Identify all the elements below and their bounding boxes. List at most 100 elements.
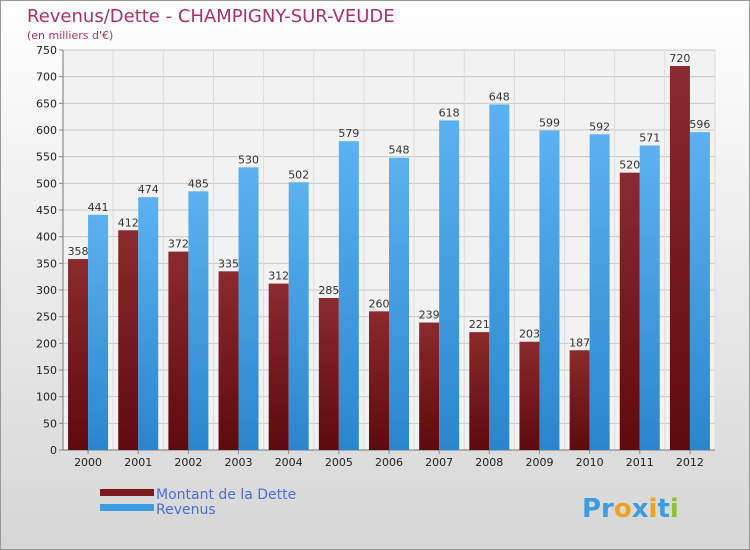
- bar-revenus: [338, 141, 359, 450]
- bar-revenus: [489, 104, 510, 451]
- data-label-revenus: 485: [188, 177, 209, 190]
- data-label-dette: 260: [369, 297, 390, 310]
- data-label-revenus: 571: [639, 131, 660, 144]
- data-label-revenus: 474: [138, 183, 159, 196]
- y-tick-label: 750: [36, 44, 57, 57]
- legend-swatch-revenus: [100, 504, 154, 511]
- bar-dette: [168, 251, 189, 450]
- logo-letter: x: [632, 494, 649, 524]
- bar-revenus: [389, 157, 409, 450]
- logo-letter: Pr: [582, 494, 614, 524]
- y-tick-label: 450: [36, 204, 57, 217]
- y-tick-label: 0: [50, 444, 57, 457]
- bar-revenus: [138, 197, 159, 450]
- bar-revenus: [238, 167, 259, 451]
- bar-dette: [419, 322, 440, 450]
- data-label-dette: 358: [68, 245, 89, 258]
- logo-letter: i: [649, 494, 658, 524]
- data-label-revenus: 530: [238, 153, 259, 166]
- bars: [68, 66, 710, 451]
- data-labels: 358 441 412 474 372 485 335 530 312 502 285 579 260 5…: [68, 52, 711, 349]
- data-label-revenus: 599: [539, 117, 560, 130]
- y-tick-label: 300: [36, 284, 57, 297]
- x-tick-label: 2003: [225, 456, 253, 469]
- legend-label-dette: Montant de la Dette: [156, 487, 296, 503]
- data-label-revenus: 579: [338, 127, 359, 140]
- x-tick-label: 2000: [74, 456, 102, 469]
- data-label-dette: 720: [669, 52, 690, 65]
- bar-revenus: [439, 120, 460, 451]
- bar-revenus: [188, 191, 209, 451]
- bar-revenus: [539, 130, 560, 451]
- bar-dette: [469, 332, 490, 450]
- tick-labels: 0 50 100 150 200 250 300 350 400 450 500 550 600 650 7…: [36, 44, 704, 469]
- x-tick-label: 2004: [275, 456, 303, 469]
- logo-letter: t: [657, 494, 669, 524]
- bar-revenus: [639, 145, 660, 450]
- data-label-revenus: 618: [439, 106, 460, 119]
- logo-letter: i: [670, 494, 679, 524]
- x-tick-label: 2007: [425, 456, 453, 469]
- data-label-revenus: 502: [288, 168, 309, 181]
- data-label-dette: 285: [318, 284, 339, 297]
- data-label-revenus: 648: [489, 90, 510, 103]
- data-label-revenus: 592: [589, 120, 610, 133]
- data-label-dette: 372: [168, 238, 189, 251]
- y-tick-label: 650: [36, 97, 57, 110]
- bar-dette: [569, 350, 590, 450]
- legend-label-revenus: Revenus: [156, 502, 216, 518]
- bar-dette: [268, 283, 289, 450]
- bar-dette: [218, 271, 239, 450]
- y-tick-label: 600: [36, 124, 57, 137]
- x-tick-label: 2012: [676, 456, 704, 469]
- data-label-revenus: 596: [689, 118, 710, 131]
- proxiti-logo: Proxiti: [582, 494, 679, 524]
- bar-dette: [318, 298, 339, 450]
- x-tick-label: 2010: [576, 456, 604, 469]
- bar-revenus: [288, 182, 309, 450]
- y-tick-label: 500: [36, 177, 57, 190]
- data-label-dette: 203: [519, 328, 540, 341]
- bar-dette: [68, 259, 89, 450]
- y-tick-label: 150: [36, 364, 57, 377]
- data-label-dette: 221: [469, 318, 490, 331]
- data-label-revenus: 548: [389, 144, 410, 157]
- bar-revenus: [689, 132, 710, 450]
- x-tick-label: 2009: [525, 456, 553, 469]
- y-tick-label: 700: [36, 71, 57, 84]
- bar-dette: [669, 66, 690, 450]
- bar-revenus: [88, 214, 109, 450]
- data-label-dette: 335: [218, 257, 239, 270]
- bar-dette: [118, 230, 139, 450]
- data-label-dette: 412: [118, 216, 139, 229]
- x-tick-label: 2005: [325, 456, 353, 469]
- bar-revenus: [589, 134, 610, 450]
- data-label-dette: 239: [419, 309, 440, 322]
- bar-dette: [519, 341, 540, 450]
- chart-subtitle: (en milliers d'€): [27, 29, 113, 42]
- y-tick-label: 50: [43, 417, 57, 430]
- data-label-revenus: 441: [88, 201, 109, 214]
- bar-dette: [369, 311, 389, 450]
- x-tick-label: 2008: [475, 456, 503, 469]
- y-tick-label: 200: [36, 337, 57, 350]
- y-tick-label: 400: [36, 231, 57, 244]
- x-tick-label: 2011: [626, 456, 654, 469]
- y-tick-label: 350: [36, 257, 57, 270]
- y-tick-label: 250: [36, 311, 57, 324]
- y-tick-label: 100: [36, 391, 57, 404]
- data-label-dette: 520: [619, 159, 640, 172]
- y-tick-label: 550: [36, 151, 57, 164]
- x-tick-label: 2002: [174, 456, 202, 469]
- legend-swatch-dette: [100, 489, 154, 496]
- bar-dette: [619, 172, 640, 450]
- x-tick-label: 2006: [375, 456, 403, 469]
- data-label-dette: 312: [268, 270, 289, 283]
- logo-letter: o: [614, 494, 632, 524]
- x-tick-label: 2001: [124, 456, 152, 469]
- data-label-dette: 187: [569, 336, 590, 349]
- chart-title: Revenus/Dette - CHAMPIGNY-SUR-VEUDE: [27, 6, 395, 27]
